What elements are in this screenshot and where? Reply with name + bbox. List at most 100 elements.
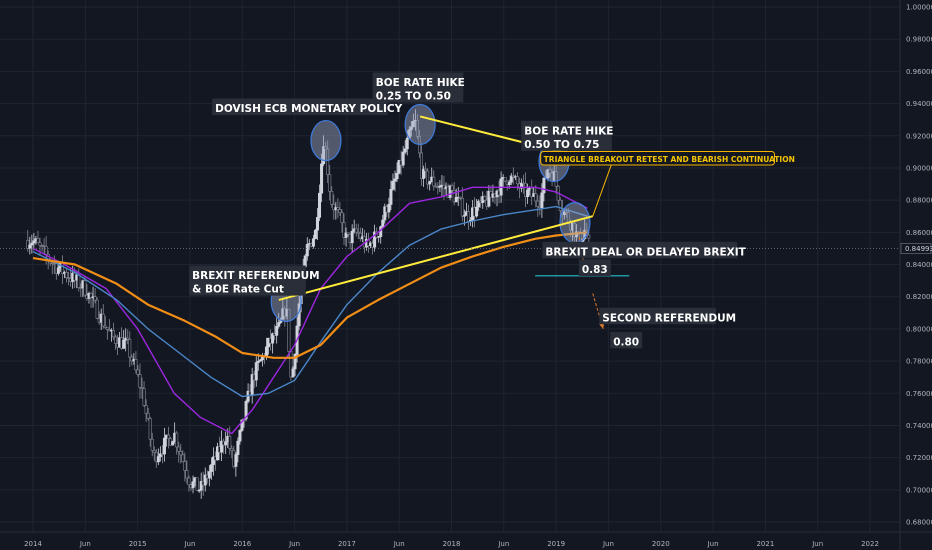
grid <box>0 0 900 532</box>
candle-body <box>56 267 60 274</box>
candle-body <box>438 185 442 188</box>
candle-body <box>277 322 281 327</box>
arrow-head <box>599 322 605 329</box>
candle-body <box>340 212 344 224</box>
candle-body <box>83 280 87 296</box>
candle-body <box>344 232 348 238</box>
candle-body <box>271 333 275 344</box>
overlays: 0.84993 <box>0 103 932 330</box>
candle-body <box>342 222 346 238</box>
candle-body <box>209 464 213 472</box>
callout-leader <box>592 158 615 217</box>
candle-body <box>509 175 513 183</box>
candle-body <box>573 222 577 238</box>
candle-body <box>534 193 538 202</box>
candle-body <box>303 255 307 268</box>
x-tick-label: 2014 <box>24 540 42 548</box>
candle-body <box>460 197 464 217</box>
candle-body <box>185 470 189 479</box>
x-tick-label: 2017 <box>338 540 356 548</box>
candle-body <box>236 440 240 455</box>
annotation-box <box>372 72 464 103</box>
candle-body <box>381 219 385 228</box>
annotation-box <box>540 151 776 166</box>
candle-body <box>487 190 491 207</box>
candle-body <box>162 437 166 455</box>
candle-body <box>503 177 507 182</box>
candle-body <box>462 215 466 217</box>
candle-body <box>113 336 117 344</box>
x-tick-label: 2020 <box>652 540 670 548</box>
candle-body <box>466 211 470 222</box>
highlight-circle <box>559 202 591 244</box>
candle-body <box>415 120 419 137</box>
candle-body <box>526 189 530 198</box>
candle-body <box>530 187 534 197</box>
candle-body <box>30 242 34 246</box>
candle-body <box>542 177 546 194</box>
annotation-text: SECOND REFERENDUM <box>602 312 736 324</box>
candle-body <box>93 296 97 301</box>
candle-body <box>187 477 191 486</box>
candle-body <box>67 277 71 279</box>
candle-body <box>228 436 232 449</box>
candle-body <box>177 446 181 452</box>
candle-body <box>199 481 203 491</box>
candle-body <box>136 369 140 375</box>
candle-body <box>103 325 107 328</box>
highlight-circle <box>404 103 436 146</box>
annotation-text: DOVISH ECB MONETARY POLICY <box>215 103 402 115</box>
candle-body <box>326 148 330 175</box>
candle-body <box>65 272 69 278</box>
candle-body <box>287 308 291 352</box>
candle-body <box>44 246 48 255</box>
candle-body <box>454 197 458 203</box>
x-tick-label: 2016 <box>233 540 251 548</box>
candle-body <box>101 313 105 327</box>
candle-body <box>50 262 54 265</box>
candle-body <box>305 244 309 257</box>
x-tick-label: Jun <box>497 540 509 548</box>
candle-body <box>197 489 201 492</box>
candle-body <box>420 152 424 179</box>
x-tick-label: 2019 <box>547 540 565 548</box>
moving-averages <box>32 186 588 435</box>
candle-body <box>383 206 387 221</box>
candle-body <box>318 192 322 218</box>
candle-body <box>320 163 324 194</box>
candle-body <box>426 170 430 185</box>
candle-body <box>122 339 126 349</box>
candle-body <box>244 401 248 420</box>
candle-body <box>401 151 405 166</box>
candle-body <box>275 326 279 336</box>
annotation-box <box>189 265 306 296</box>
candle-body <box>175 432 179 448</box>
candle-body <box>238 430 242 442</box>
annotation-box <box>610 331 643 349</box>
candle-body <box>324 146 328 150</box>
last-price-box <box>900 243 932 254</box>
candle-body <box>422 168 426 179</box>
annotation-text: BOE RATE HIKE <box>524 125 613 137</box>
candle-body <box>240 419 244 431</box>
x-tick-label: 2022 <box>861 540 879 548</box>
annotation-box <box>578 259 611 276</box>
candle-body <box>515 176 519 185</box>
x-tick-label: Jun <box>602 540 614 548</box>
candle-body <box>230 448 234 451</box>
annotation-text: 0.80 <box>613 336 639 348</box>
candle-body <box>346 232 350 235</box>
